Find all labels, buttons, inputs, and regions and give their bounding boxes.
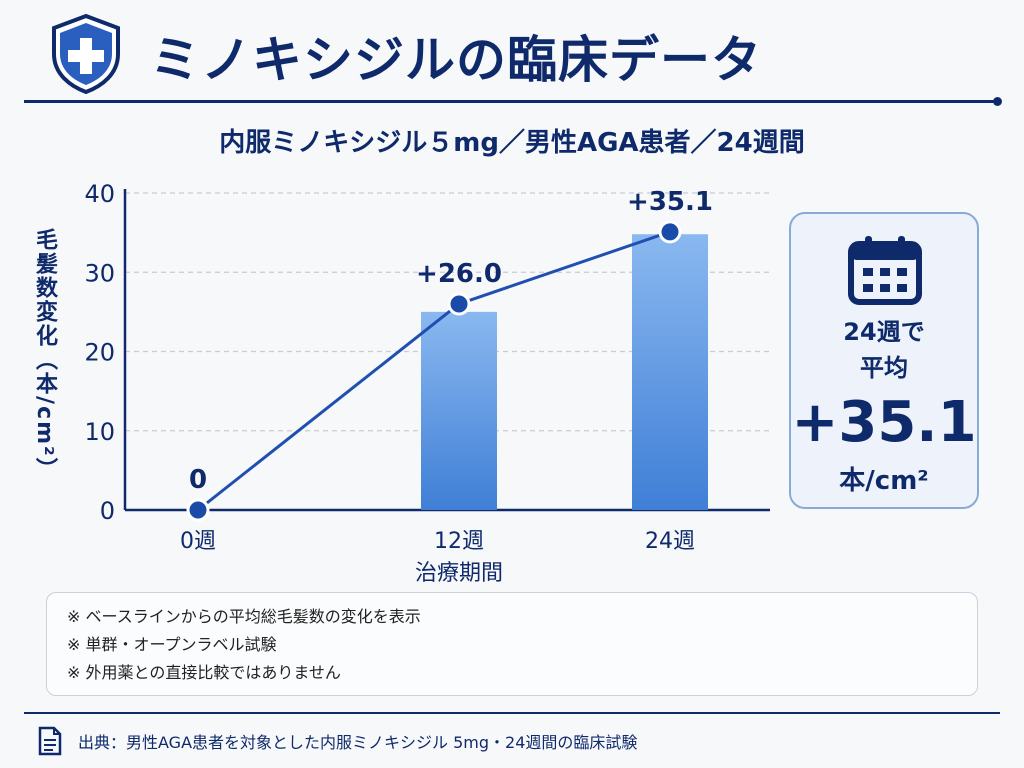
notes-box: ※ ベースラインからの平均総毛髪数の変化を表示 ※ 単群・オープンラベル試験 ※… <box>46 592 978 696</box>
y-tick-label: 20 <box>84 339 115 367</box>
data-point <box>186 498 210 522</box>
bar <box>632 234 708 510</box>
page-subtitle: 内服ミノキシジル５mg／男性AGA患者／24週間 <box>219 128 805 158</box>
calendar-icon <box>848 236 922 305</box>
y-tick-label: 0 <box>100 497 115 525</box>
summary-card: 24週で 平均 +35.1 本/cm² <box>789 212 979 509</box>
note-item: ※ 外用薬との直接比較ではありません <box>67 663 341 682</box>
x-tick-label: 12週 <box>434 529 484 554</box>
footer-divider <box>24 712 1000 714</box>
y-tick-label: 40 <box>84 180 115 208</box>
title-divider <box>24 100 998 103</box>
data-label: +35.1 <box>627 187 713 217</box>
bar <box>421 311 497 510</box>
chart-y-axis-label: 毛髪数変化（本/cm²） <box>32 228 57 482</box>
y-tick-label: 30 <box>84 259 115 287</box>
document-icon <box>38 726 62 756</box>
note-item: ※ ベースラインからの平均総毛髪数の変化を表示 <box>67 607 421 626</box>
summary-period: 24週で <box>843 318 925 346</box>
data-point <box>658 220 682 244</box>
x-tick-label: 0週 <box>180 529 216 554</box>
x-tick-label: 24週 <box>645 529 695 554</box>
data-label: +26.0 <box>416 259 502 289</box>
note-item: ※ 単群・オープンラベル試験 <box>67 635 277 654</box>
source-citation: 出典：男性AGA患者を対象とした内服ミノキシジル 5mg・24週間の臨床試験 <box>78 733 638 752</box>
divider-dot <box>993 97 1002 106</box>
summary-unit: 本/cm² <box>839 466 929 496</box>
data-label: 0 <box>189 465 207 495</box>
summary-caption: 平均 <box>860 354 908 382</box>
data-point <box>447 292 471 316</box>
summary-value: +35.1 <box>791 390 977 455</box>
chart-x-axis-label: 治療期間 <box>415 561 503 586</box>
shield-plus-icon <box>52 14 120 94</box>
page-title: ミノキシジルの臨床データ <box>150 31 762 89</box>
y-tick-label: 10 <box>84 418 115 446</box>
